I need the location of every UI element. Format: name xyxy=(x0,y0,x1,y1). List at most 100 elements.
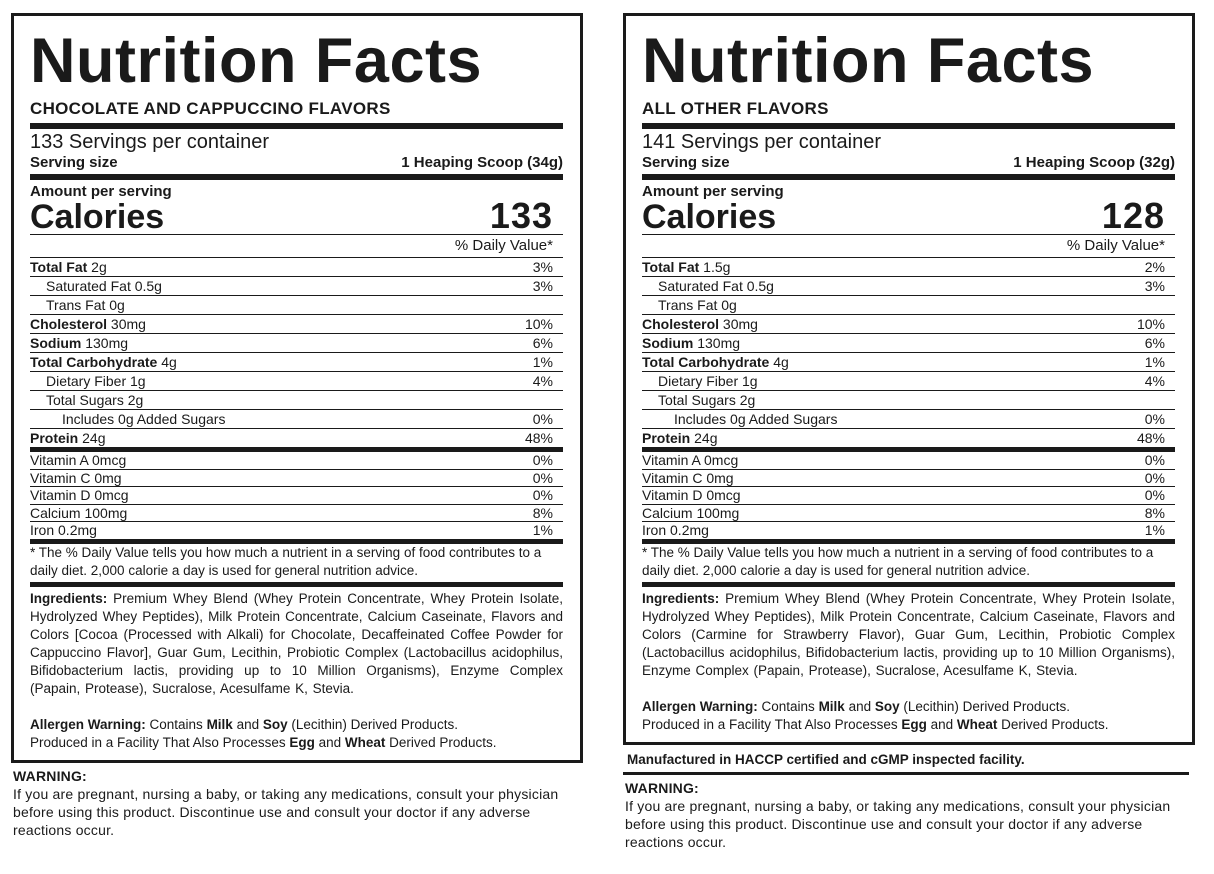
nutrient-row: Total Sugars 2g xyxy=(30,391,563,410)
nutrient-label: Saturated Fat 0.5g xyxy=(46,277,162,295)
vitamin-dv: 0% xyxy=(532,452,553,468)
serving-size-row: Serving size 1 Heaping Scoop (32g) xyxy=(642,153,1175,180)
nutrient-label: Total Sugars 2g xyxy=(658,391,755,409)
allergen-t5: and xyxy=(314,734,345,750)
nutrient-dv: 3% xyxy=(532,278,553,294)
nutrient-amount: Includes 0g Added Sugars xyxy=(674,411,838,427)
nutrient-amount: 2g xyxy=(87,259,107,275)
allergen-warning: Allergen Warning: Contains Milk and Soy … xyxy=(30,716,563,752)
nutrient-row: Sodium 130mg 6% xyxy=(642,334,1175,353)
allergen-soy: Soy xyxy=(874,698,900,714)
vitamin-label: Vitamin A 0mcg xyxy=(642,452,739,468)
allergen-t6: Derived Products. xyxy=(997,716,1109,732)
calories-row: Calories 133 xyxy=(30,198,563,235)
nutrient-row: Cholesterol 30mg 10% xyxy=(30,315,563,334)
nutrient-label: Total Fat 1.5g xyxy=(642,258,730,276)
allergen-t1: Contains xyxy=(757,698,819,714)
nutrient-name: Total Fat xyxy=(30,259,88,275)
allergen-t4: Produced in a Facility That Also Process… xyxy=(30,734,290,750)
nutrient-row: Protein 24g 48% xyxy=(642,429,1175,452)
nutrient-label: Trans Fat 0g xyxy=(46,296,125,314)
vitamin-row: Iron 0.2mg 1% xyxy=(642,522,1175,544)
nutrient-label: Saturated Fat 0.5g xyxy=(658,277,774,295)
vitamin-dv: 0% xyxy=(1144,452,1165,468)
vitamin-dv: 0% xyxy=(532,487,553,503)
calories-value: 128 xyxy=(1101,195,1165,236)
nutrient-label: Total Carbohydrate 4g xyxy=(30,353,177,371)
daily-value-header: % Daily Value* xyxy=(30,235,563,258)
daily-value-footnote: * The % Daily Value tells you how much a… xyxy=(642,544,1175,587)
nutrient-amount: 24g xyxy=(690,430,718,446)
daily-value-footnote: * The % Daily Value tells you how much a… xyxy=(30,544,563,587)
vitamin-dv: 8% xyxy=(1144,504,1165,521)
nutrition-label-chocolate-cappuccino: Nutrition Facts CHOCOLATE AND CAPPUCCINO … xyxy=(11,13,583,839)
vitamin-row: Vitamin C 0mg 0% xyxy=(30,469,563,487)
calories-value: 133 xyxy=(489,195,553,236)
nutrient-amount: 1.5g xyxy=(699,259,731,275)
vitamin-label: Vitamin D 0mcg xyxy=(642,487,741,503)
nutrient-label: Dietary Fiber 1g xyxy=(658,372,758,390)
serving-size-label: Serving size xyxy=(30,154,118,171)
allergen-egg: Egg xyxy=(901,716,927,732)
nutrient-row: Total Sugars 2g xyxy=(642,391,1175,410)
warning-section: WARNING: If you are pregnant, nursing a b… xyxy=(623,775,1195,851)
nutrient-dv: 0% xyxy=(532,411,553,427)
nutrient-amount: Dietary Fiber 1g xyxy=(46,373,146,389)
serving-size-value: 1 Heaping Scoop (32g) xyxy=(1013,154,1175,171)
allergen-label: Allergen Warning: xyxy=(642,698,758,714)
ingredients-label: Ingredients: xyxy=(642,590,720,606)
amount-per-serving: Amount per serving xyxy=(642,183,784,200)
nutrient-dv: 1% xyxy=(1144,354,1165,370)
allergen-wheat: Wheat xyxy=(344,734,386,750)
vitamin-dv: 1% xyxy=(532,522,553,538)
nutrient-dv: 3% xyxy=(1144,278,1165,294)
nutrient-label: Includes 0g Added Sugars xyxy=(674,410,837,428)
nutrient-label: Cholesterol 30mg xyxy=(30,315,146,333)
nutrient-row: Protein 24g 48% xyxy=(30,429,563,452)
nutrient-name: Sodium xyxy=(30,335,82,351)
nutrient-name: Cholesterol xyxy=(642,316,720,332)
allergen-egg: Egg xyxy=(289,734,315,750)
nutrient-label: Dietary Fiber 1g xyxy=(46,372,146,390)
nutrient-dv: 48% xyxy=(524,430,553,446)
ingredients-text: Premium Whey Blend (Whey Protein Concent… xyxy=(30,590,563,696)
vitamin-row: Vitamin C 0mg 0% xyxy=(642,470,1175,487)
nutrient-amount: Total Sugars 2g xyxy=(46,392,144,408)
nutrient-amount: 4g xyxy=(157,354,177,370)
nutrient-amount: 24g xyxy=(78,430,106,446)
nutrient-dv: 0% xyxy=(1144,411,1165,427)
label-title: Nutrition Facts xyxy=(642,26,1095,96)
nutrient-row: Total Carbohydrate 4g 1% xyxy=(642,353,1175,372)
nutrient-name: Total Carbohydrate xyxy=(642,354,770,370)
nutrient-amount: Dietary Fiber 1g xyxy=(658,373,758,389)
nutrient-amount: 30mg xyxy=(719,316,758,332)
nutrient-dv: 6% xyxy=(532,335,553,351)
nutrient-name: Protein xyxy=(30,430,79,446)
nutrient-name: Protein xyxy=(642,430,691,446)
nutrient-label: Sodium 130mg xyxy=(642,334,740,352)
nutrient-amount: Includes 0g Added Sugars xyxy=(62,411,226,427)
ingredients-label: Ingredients: xyxy=(30,590,108,606)
vitamin-dv: 0% xyxy=(1144,487,1165,503)
vitamin-label: Vitamin C 0mg xyxy=(30,469,122,486)
vitamin-label: Calcium 100mg xyxy=(642,504,740,521)
flavor-heading: ALL OTHER FLAVORS xyxy=(642,98,1175,129)
serving-size-label: Serving size xyxy=(642,154,730,171)
nutrient-label: Includes 0g Added Sugars xyxy=(62,410,225,428)
nutrient-dv: 3% xyxy=(532,259,553,275)
nutrient-amount: 130mg xyxy=(81,335,129,351)
nutrient-dv: 4% xyxy=(1144,373,1165,389)
nutrient-dv: 6% xyxy=(1144,335,1165,351)
label-box: Nutrition Facts CHOCOLATE AND CAPPUCCINO … xyxy=(11,13,583,763)
nutrient-row: Sodium 130mg 6% xyxy=(30,334,563,353)
vitamin-label: Iron 0.2mg xyxy=(30,522,97,538)
allergen-t1: Contains xyxy=(145,716,207,732)
nutrient-dv: 10% xyxy=(1136,316,1165,332)
vitamin-row: Vitamin D 0mcg 0% xyxy=(642,487,1175,505)
nutrient-name: Sodium xyxy=(642,335,694,351)
nutrient-dv: 10% xyxy=(524,316,553,332)
nutrient-row: Dietary Fiber 1g 4% xyxy=(642,372,1175,391)
nutrient-dv: 2% xyxy=(1144,259,1165,275)
nutrient-dv: 1% xyxy=(532,354,553,370)
allergen-label: Allergen Warning: xyxy=(30,716,146,732)
